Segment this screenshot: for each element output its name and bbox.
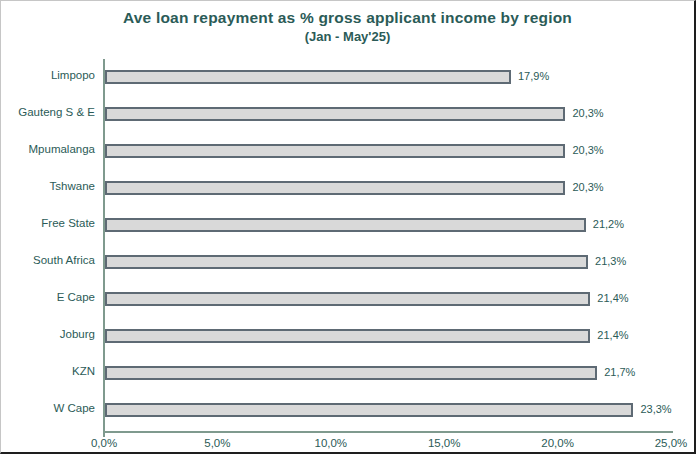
- plot-area: Limpopo 17,9% Gauteng S & E 20,3% Mpumalanga…: [1, 1, 694, 452]
- bar: [105, 403, 633, 417]
- bar: [105, 366, 597, 380]
- x-tick-label: 20,0%: [528, 437, 588, 449]
- category-label: Limpopo: [1, 69, 95, 81]
- category-label: Tshwane: [1, 180, 95, 192]
- x-tick-label: 0,0%: [74, 437, 134, 449]
- bar: [105, 255, 588, 269]
- value-label: 21,3%: [595, 255, 626, 267]
- value-label: 21,7%: [604, 366, 635, 378]
- x-tick-label: 25,0%: [641, 437, 696, 449]
- value-label: 20,3%: [572, 107, 603, 119]
- bar: [105, 181, 565, 195]
- bar: [105, 107, 565, 121]
- x-tick-label: 5,0%: [187, 437, 247, 449]
- value-label: 21,4%: [597, 292, 628, 304]
- category-label: KZN: [1, 365, 95, 377]
- category-label: South Africa: [1, 254, 95, 266]
- value-label: 21,4%: [597, 329, 628, 341]
- bar-chart: Ave loan repayment as % gross applicant …: [0, 0, 696, 454]
- category-label: Joburg: [1, 328, 95, 340]
- value-label: 17,9%: [518, 70, 549, 82]
- bar: [105, 218, 586, 232]
- x-axis-line: [103, 431, 673, 433]
- bar: [105, 329, 590, 343]
- value-label: 20,3%: [572, 144, 603, 156]
- value-label: 23,3%: [640, 403, 671, 415]
- x-tick-label: 10,0%: [301, 437, 361, 449]
- category-label: W Cape: [1, 402, 95, 414]
- bar: [105, 292, 590, 306]
- bar: [105, 144, 565, 158]
- x-tick-label: 15,0%: [414, 437, 474, 449]
- category-label: Gauteng S & E: [1, 106, 95, 118]
- value-label: 20,3%: [572, 181, 603, 193]
- category-label: E Cape: [1, 291, 95, 303]
- category-label: Free State: [1, 217, 95, 229]
- category-label: Mpumalanga: [1, 143, 95, 155]
- value-label: 21,2%: [593, 218, 624, 230]
- bar: [105, 70, 511, 84]
